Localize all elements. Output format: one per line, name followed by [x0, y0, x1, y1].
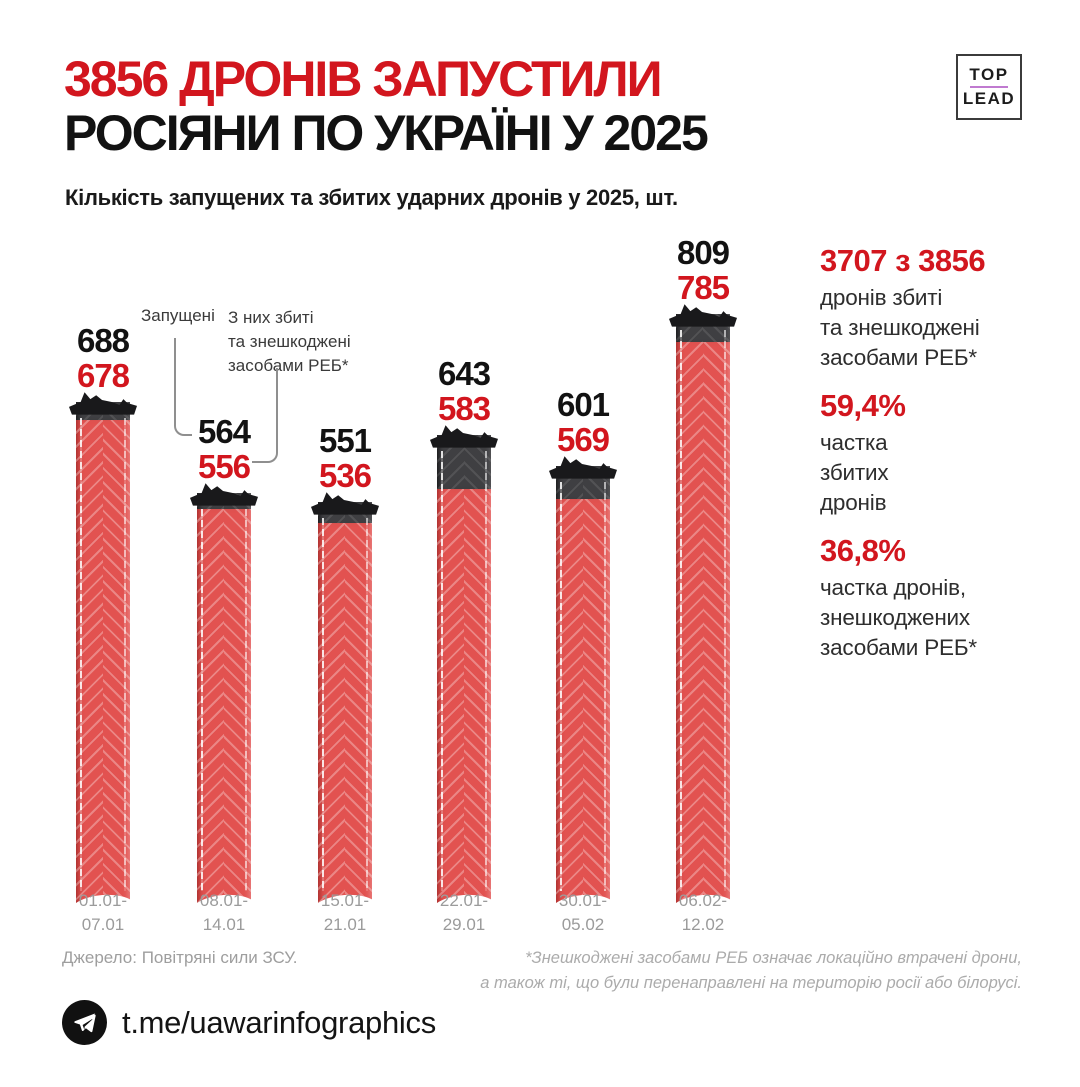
legend-destroyed-line2: та знешкоджені: [228, 332, 351, 351]
chart-subtitle: Кількість запущених та збитих ударних др…: [65, 185, 678, 210]
stat-text: частка дронів, знешкоджених засобами РЕБ…: [820, 573, 1075, 663]
destroyed-value: 785: [676, 269, 730, 306]
stat-text: частка збитих дронів: [820, 428, 1075, 518]
toplead-logo: TOP LEAD: [956, 54, 1022, 120]
logo-divider: [970, 86, 1008, 88]
logo-lead-text: LEAD: [962, 89, 1016, 108]
drone-cap-icon: [69, 392, 137, 416]
title-line-black: РОСІЯНИ ПО УКРАЇНІ У 2025: [64, 105, 709, 161]
bar-date-label: 01.01- 07.01: [78, 891, 128, 934]
bar-stitch-line: [245, 508, 247, 891]
bar-value-labels: 809 785: [638, 235, 768, 305]
drone-bar: [68, 392, 138, 928]
bar-segment-destroyed: [437, 489, 491, 905]
bar-value-labels: 551 536: [280, 423, 410, 493]
logo-top-text: TOP: [969, 65, 1009, 84]
legend-connector-launched: [174, 338, 192, 436]
stat-value: 59,4%: [820, 388, 906, 423]
bar-stitch-line: [80, 418, 82, 891]
drone-bar: [668, 304, 738, 928]
bar-value-labels: 601 569: [518, 387, 648, 457]
telegram-icon[interactable]: [62, 1000, 107, 1045]
legend-destroyed-line1: З них збиті: [228, 308, 314, 327]
stat-text: дронів збиті та знешкоджені засобами РЕБ…: [820, 283, 1075, 373]
launched-value: 601: [556, 385, 610, 423]
bar-stitch-line: [366, 518, 368, 891]
bar-segment-destroyed: [676, 341, 730, 905]
bar-segment-destroyed: [318, 523, 372, 905]
stat-text-line: знешкоджених: [820, 605, 970, 630]
bar-date-label: 08.01- 14.01: [199, 891, 249, 934]
destroyed-value: 583: [437, 390, 491, 428]
bar-stitch-line: [680, 330, 682, 891]
legend-launched-label: Запущені: [141, 306, 215, 325]
bar-segment-destroyed: [76, 419, 130, 905]
stat-text-line: дронів збиті: [820, 285, 943, 310]
bar-date-label: 06.02- 12.02: [678, 891, 728, 934]
bar-stitch-line: [560, 481, 562, 891]
destroyed-value: 536: [318, 457, 372, 495]
launched-value: 809: [676, 234, 730, 271]
drone-bar: [189, 483, 259, 928]
launched-value: 551: [318, 422, 372, 460]
destroyed-value: 556: [197, 447, 251, 485]
page-title: 3856 ДРОНІВ ЗАПУСТИЛИ РОСІЯНИ ПО УКРАЇНІ…: [64, 51, 709, 161]
stat-text-line: дронів: [820, 490, 887, 515]
bar-stitch-line: [724, 330, 726, 891]
bar-segment-destroyed: [197, 508, 251, 905]
footnote-text: *Знешкоджені засобами РЕБ означає локаці…: [442, 946, 1022, 996]
stat-text-line: частка дронів,: [820, 575, 966, 600]
drone-cap-icon: [549, 456, 617, 479]
stat-text-line: засобами РЕБ*: [820, 345, 977, 370]
bar-stitch-line: [604, 481, 606, 891]
drone-cap-icon: [669, 304, 737, 327]
stat-ew-share: 36,8% частка дронів, знешкоджених засоба…: [820, 533, 1075, 663]
bar-value-labels: 688 678: [38, 323, 168, 393]
bar-date-label: 22.01- 29.01: [439, 891, 489, 934]
stat-text-line: та знешкоджені: [820, 315, 980, 340]
drone-cap-icon: [190, 483, 258, 506]
launched-value: 688: [76, 322, 130, 360]
drone-bar: [548, 456, 618, 928]
bar-segment-destroyed: [556, 499, 610, 905]
stat-value: 36,8%: [820, 533, 906, 568]
launched-value: 643: [437, 355, 491, 393]
stat-value: 3707 з 3856: [820, 243, 986, 278]
drone-bar: [429, 425, 499, 928]
bar-stitch-line: [485, 451, 487, 891]
stat-text-line: засобами РЕБ*: [820, 635, 977, 660]
stat-shot-share: 59,4% частка збитих дронів: [820, 388, 1075, 518]
source-text: Джерело: Повітряні сили ЗСУ.: [62, 948, 298, 967]
title-line-red: 3856 ДРОНІВ ЗАПУСТИЛИ: [64, 51, 663, 107]
drone-bar: [310, 492, 380, 928]
drone-cap-icon: [430, 425, 498, 448]
telegram-link-text[interactable]: t.me/uawarinfographics: [122, 1004, 436, 1040]
destroyed-value: 569: [556, 420, 610, 458]
drone-cap-icon: [311, 492, 379, 516]
bar-stitch-line: [201, 508, 203, 891]
bar-value-labels: 643 583: [399, 356, 529, 426]
bar-stitch-line: [124, 418, 126, 891]
bar-value-labels: 564 556: [159, 414, 289, 484]
bar-stitch-line: [322, 518, 324, 891]
footnote-line2: а також ті, що були перенаправлені на те…: [480, 974, 1022, 992]
stat-text-line: частка: [820, 430, 888, 455]
telegram-link-row[interactable]: t.me/uawarinfographics: [62, 1000, 436, 1045]
stat-destroyed-total: 3707 з 3856 дронів збиті та знешкоджені …: [820, 243, 1075, 373]
bar-date-label: 15.01- 21.01: [320, 891, 370, 934]
bar-date-label: 30.01- 05.02: [558, 891, 608, 934]
launched-value: 564: [197, 412, 251, 450]
legend-connector-destroyed: [252, 368, 278, 463]
destroyed-value: 678: [76, 357, 130, 395]
footnote-line1: *Знешкоджені засобами РЕБ означає локаці…: [525, 949, 1022, 967]
stat-text-line: збитих: [820, 460, 889, 485]
bar-stitch-line: [441, 451, 443, 891]
